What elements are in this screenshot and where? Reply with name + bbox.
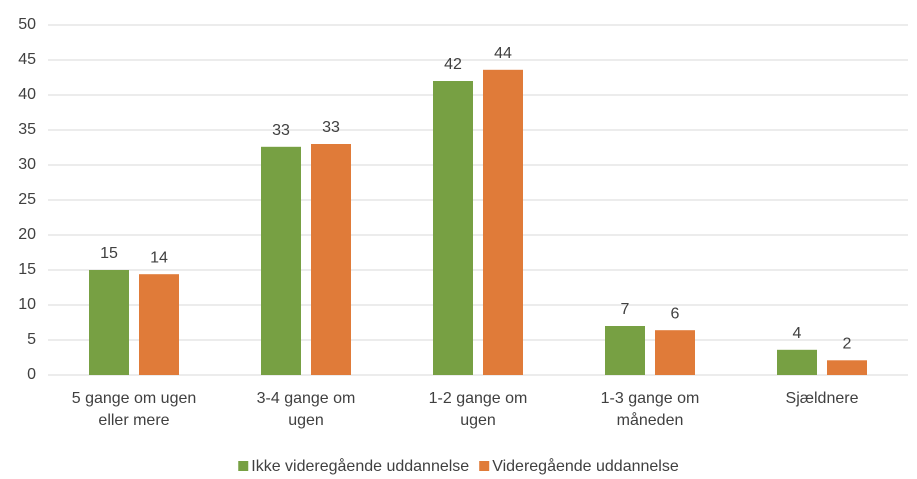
x-tick-label: 3-4 gange om ugen: [257, 390, 356, 429]
y-tick-label: 0: [27, 366, 36, 383]
y-tick-label: 50: [18, 16, 36, 33]
bar: [89, 270, 129, 375]
y-tick-label: 35: [18, 121, 36, 138]
y-tick-label: 30: [18, 156, 36, 173]
data-label: 33: [322, 119, 340, 136]
y-tick-label: 15: [18, 261, 36, 278]
x-tick-label: 1-3 gange om måneden: [601, 390, 700, 429]
y-tick-label: 45: [18, 51, 36, 68]
data-label: 14: [150, 249, 168, 266]
bar: [311, 144, 351, 375]
bar: [827, 360, 867, 375]
bar: [605, 326, 645, 375]
legend-swatch: [479, 461, 490, 471]
bar: [655, 330, 695, 375]
bar: [139, 274, 179, 375]
bar: [777, 349, 817, 375]
legend-swatch: [238, 461, 249, 471]
legend-label: Videregående uddannelse: [492, 457, 679, 475]
data-label: 42: [444, 56, 462, 73]
x-tick-label: 1-2 gange om ugen: [429, 390, 528, 429]
y-tick-label: 20: [18, 226, 36, 243]
data-label: 4: [793, 325, 802, 342]
x-tick-label: 5 gange om ugen eller mere: [72, 390, 197, 429]
data-label: 6: [671, 305, 680, 322]
data-label: 44: [494, 45, 512, 62]
legend-label: Ikke videregående uddannelse: [251, 457, 469, 475]
y-tick-label: 10: [18, 296, 36, 313]
data-label: 33: [272, 122, 290, 139]
y-tick-label: 40: [18, 86, 36, 103]
x-tick-label: Sjældnere: [786, 390, 859, 407]
data-label: 7: [621, 301, 630, 318]
bar: [261, 146, 301, 375]
data-label: 15: [100, 245, 118, 262]
data-label: 2: [843, 336, 852, 353]
y-tick-label: 5: [27, 331, 36, 348]
bar: [483, 69, 523, 376]
bar: [433, 81, 473, 375]
y-tick-label: 25: [18, 191, 36, 208]
legend: Ikke videregående uddannelse Videregående…: [238, 457, 679, 475]
